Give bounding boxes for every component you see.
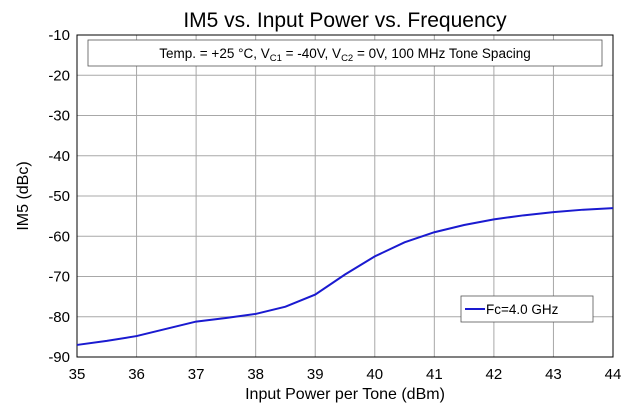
annotation-part: C2: [341, 53, 353, 64]
x-tick-label: 44: [605, 366, 622, 383]
legend-label: Fc=4.0 GHz: [486, 302, 559, 317]
annotation-box: [87, 39, 603, 67]
x-tick-label: 40: [366, 366, 383, 383]
chart-title: IM5 vs. Input Power vs. Frequency: [183, 9, 507, 32]
x-tick-label: 42: [486, 366, 503, 383]
y-tick-label: -70: [48, 269, 70, 286]
y-tick-label: -30: [48, 108, 70, 125]
x-tick-label: 43: [545, 366, 562, 383]
x-tick-label: 35: [69, 366, 86, 383]
series-line: [76, 207, 614, 346]
y-tick-label: -20: [48, 67, 70, 84]
annotation-part: = 0V, 100 MHz Tone Spacing: [353, 46, 531, 61]
plot-frame: [76, 34, 614, 358]
x-tick-label: 38: [247, 366, 264, 383]
y-axis-label: IM5 (dBc): [15, 161, 32, 230]
annotation-part: = -40V, V: [282, 46, 341, 61]
y-tick-label: -50: [48, 188, 70, 205]
annotation-part: Temp. = +25 °C, V: [159, 46, 269, 61]
x-tick-label: 36: [128, 366, 145, 383]
x-tick-label: 37: [188, 366, 205, 383]
y-tick-label: -10: [48, 27, 70, 44]
y-tick-label: -80: [48, 309, 70, 326]
x-tick-label: 41: [426, 366, 443, 383]
annotation: Temp. = +25 °C, VC1 = -40V, VC2 = 0V, 10…: [159, 46, 530, 64]
x-axis-label: Input Power per Tone (dBm): [245, 386, 445, 403]
annotation-part: C1: [270, 53, 282, 64]
y-tick-label: -40: [48, 148, 70, 165]
x-tick-label: 39: [307, 366, 324, 383]
y-tick-label: -60: [48, 228, 70, 245]
y-tick-label: -90: [48, 349, 70, 366]
